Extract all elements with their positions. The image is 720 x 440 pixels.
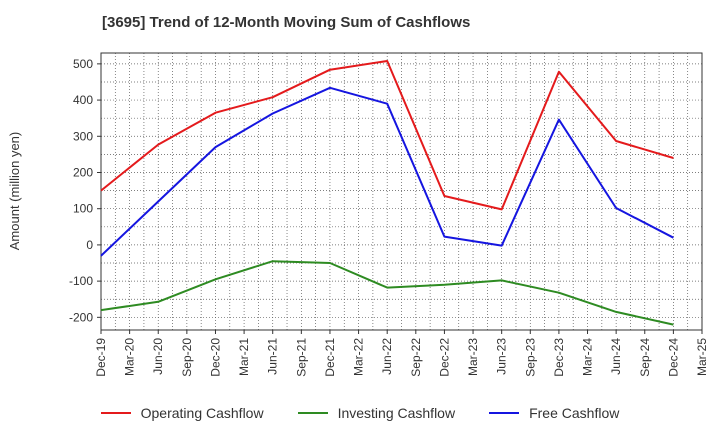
series-line-investing: [100, 260, 674, 326]
x-tick-label: Dec-23: [552, 338, 566, 377]
x-tick-label: Dec-20: [208, 338, 222, 377]
legend-item-operating: Operating Cashflow: [100, 405, 264, 421]
x-tick-label: Mar-22: [352, 338, 366, 376]
series-layer: [100, 60, 674, 326]
series-line-operating: [100, 60, 674, 211]
legend-item-investing: Investing Cashflow: [297, 405, 456, 421]
y-axis-title: Amount (million yen): [7, 132, 22, 251]
y-tick-label: 400: [73, 93, 93, 107]
x-tick-label: Sep-23: [523, 338, 537, 377]
x-tick-label: Mar-24: [581, 338, 595, 376]
y-axis: 500 400 300 200 100 0 -100 -200: [69, 57, 101, 324]
chart-title: [3695] Trend of 12-Month Moving Sum of C…: [102, 14, 471, 31]
y-tick-label: 100: [73, 202, 93, 216]
x-tick-label: Sep-22: [409, 338, 423, 377]
legend-label-investing: Investing Cashflow: [337, 405, 456, 421]
y-tick-label: 0: [86, 238, 93, 252]
plot-frame: [100, 52, 703, 331]
legend-item-free: Free Cashflow: [489, 405, 619, 421]
x-tick-label: Dec-21: [323, 338, 337, 377]
x-axis: Dec-19 Mar-20 Jun-20 Sep-20 Dec-20 Mar-21 Jun-…: [94, 330, 709, 377]
y-tick-label: -100: [69, 274, 93, 288]
y-tick-label: 500: [73, 57, 93, 71]
x-tick-label: Sep-21: [294, 338, 308, 377]
x-tick-label: Jun-21: [266, 338, 280, 375]
legend-label-operating: Operating Cashflow: [140, 405, 264, 421]
series-line-free: [100, 86, 674, 257]
x-tick-label: Jun-20: [151, 338, 165, 375]
y-tick-label: 300: [73, 129, 93, 143]
x-tick-label: Sep-20: [180, 338, 194, 377]
x-tick-label: Mar-23: [466, 338, 480, 376]
grid: [100, 53, 703, 330]
legend-label-free: Free Cashflow: [529, 405, 620, 421]
x-tick-label: Mar-20: [123, 338, 137, 376]
x-tick-label: Mar-21: [237, 338, 251, 376]
y-tick-label: -200: [69, 310, 93, 324]
x-tick-label: Jun-23: [495, 338, 509, 375]
legend-swatch-operating: [100, 412, 131, 414]
x-tick-label: Jun-22: [380, 338, 394, 375]
y-tick-label: 200: [73, 165, 93, 179]
x-tick-label: Dec-22: [437, 338, 451, 377]
legend-swatch-investing: [297, 412, 328, 414]
x-tick-label: Dec-24: [666, 338, 680, 377]
x-tick-label: Mar-25: [695, 338, 709, 376]
x-tick-label: Jun-24: [609, 338, 623, 375]
legend: Operating Cashflow Investing Cashflow Fr…: [0, 405, 720, 421]
legend-swatch-free: [489, 412, 520, 414]
x-tick-label: Dec-19: [94, 338, 108, 377]
x-tick-label: Sep-24: [638, 338, 652, 377]
